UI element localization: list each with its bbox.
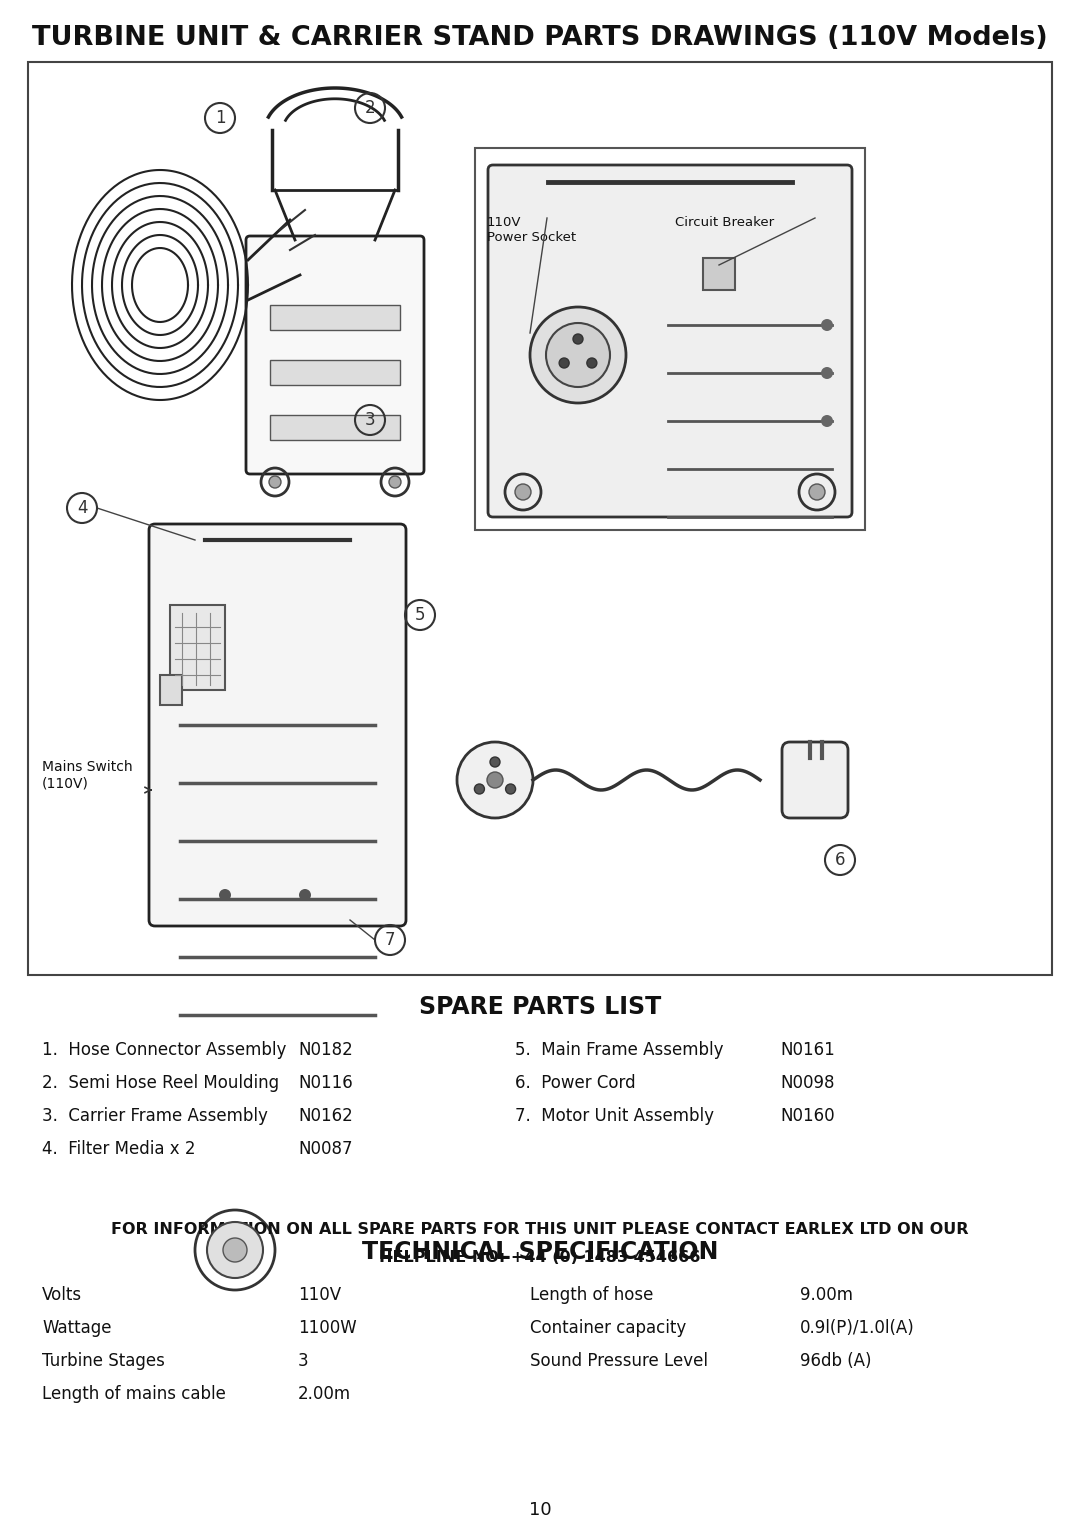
Text: 1.  Hose Connector Assembly: 1. Hose Connector Assembly [42,1042,286,1059]
Text: 5: 5 [415,607,426,624]
Circle shape [207,1223,264,1278]
Text: 96db (A): 96db (A) [800,1353,872,1370]
Text: N0087: N0087 [298,1140,352,1158]
Text: TECHNICAL SPECIFICATION: TECHNICAL SPECIFICATION [362,1239,718,1264]
Bar [160,676,183,705]
Text: 3: 3 [298,1353,309,1370]
Text: 110V
Power Socket: 110V Power Socket [487,216,576,244]
Text: Circuit Breaker: Circuit Breaker [675,216,774,228]
Circle shape [389,476,401,489]
Text: 7.  Motor Unit Assembly: 7. Motor Unit Assembly [515,1108,714,1124]
Circle shape [490,757,500,768]
Text: 1: 1 [215,109,226,127]
Text: 2.  Semi Hose Reel Moulding: 2. Semi Hose Reel Moulding [42,1074,279,1092]
Text: HELPLINE NO: +44 (0) 1483 454666: HELPLINE NO: +44 (0) 1483 454666 [379,1250,701,1265]
Circle shape [222,1238,247,1262]
Bar [270,305,400,329]
FancyBboxPatch shape [488,165,852,516]
FancyBboxPatch shape [782,741,848,818]
Text: Mains Switch
(110V): Mains Switch (110V) [42,760,133,791]
Text: N0160: N0160 [780,1108,835,1124]
Circle shape [299,889,311,901]
Text: 6: 6 [835,850,846,869]
Text: 0.9l(P)/1.0l(A): 0.9l(P)/1.0l(A) [800,1319,915,1337]
Bar [170,605,225,689]
Text: TURBINE UNIT & CARRIER STAND PARTS DRAWINGS (110V Models): TURBINE UNIT & CARRIER STAND PARTS DRAWI… [32,25,1048,51]
Text: 5.  Main Frame Assembly: 5. Main Frame Assembly [515,1042,724,1059]
Text: 9.00m: 9.00m [800,1285,853,1304]
Text: Turbine Stages: Turbine Stages [42,1353,165,1370]
Text: Wattage: Wattage [42,1319,111,1337]
Text: Length of hose: Length of hose [530,1285,653,1304]
Circle shape [515,484,531,499]
Circle shape [821,319,833,331]
Circle shape [505,784,515,794]
Circle shape [559,358,569,368]
Circle shape [573,334,583,345]
Text: 10: 10 [529,1501,551,1520]
Circle shape [821,368,833,378]
Text: N0162: N0162 [298,1108,353,1124]
Text: 2: 2 [365,100,376,116]
Text: N0182: N0182 [298,1042,353,1059]
Text: N0116: N0116 [298,1074,353,1092]
Text: 6.  Power Cord: 6. Power Cord [515,1074,636,1092]
Circle shape [457,741,534,818]
Text: SPARE PARTS LIST: SPARE PARTS LIST [419,994,661,1019]
Text: Length of mains cable: Length of mains cable [42,1385,226,1403]
Circle shape [474,784,485,794]
Text: 4: 4 [77,499,87,516]
Circle shape [269,476,281,489]
Circle shape [487,772,503,787]
Circle shape [530,306,626,403]
FancyBboxPatch shape [149,524,406,925]
Bar [703,257,735,290]
Circle shape [219,889,231,901]
Text: 1100W: 1100W [298,1319,356,1337]
Text: Sound Pressure Level: Sound Pressure Level [530,1353,708,1370]
Circle shape [546,323,610,388]
Bar [28,61,1052,974]
Text: 3.  Carrier Frame Assembly: 3. Carrier Frame Assembly [42,1108,268,1124]
Circle shape [809,484,825,499]
Circle shape [821,415,833,427]
Bar [270,360,400,385]
FancyBboxPatch shape [246,236,424,473]
Text: Volts: Volts [42,1285,82,1304]
Text: N0098: N0098 [780,1074,835,1092]
Text: FOR INFORMATION ON ALL SPARE PARTS FOR THIS UNIT PLEASE CONTACT EARLEX LTD ON OU: FOR INFORMATION ON ALL SPARE PARTS FOR T… [111,1223,969,1236]
Text: 4.  Filter Media x 2: 4. Filter Media x 2 [42,1140,195,1158]
Text: N0161: N0161 [780,1042,835,1059]
Text: 2.00m: 2.00m [298,1385,351,1403]
Text: Container capacity: Container capacity [530,1319,686,1337]
Text: 110V: 110V [298,1285,341,1304]
Text: 3: 3 [365,411,376,429]
Text: 7: 7 [384,931,395,948]
Circle shape [586,358,597,368]
Bar [270,415,400,440]
Bar [475,149,865,530]
